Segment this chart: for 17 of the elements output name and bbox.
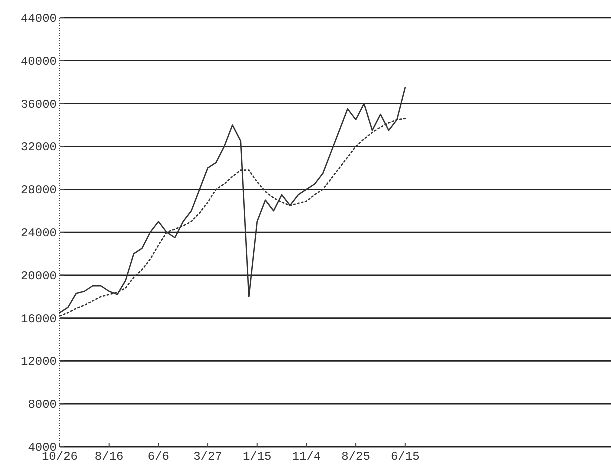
y-tick-label: 20000 [20, 269, 57, 284]
x-tick-label: 1/15 [242, 450, 272, 464]
y-tick-label: 28000 [20, 184, 57, 198]
y-tick-label: 44000 [20, 12, 57, 26]
y-tick-label: 12000 [20, 355, 57, 370]
x-tick-label: 11/4 [292, 450, 322, 464]
y-tick-label: 40000 [20, 54, 57, 69]
x-tick-label: 3/27 [194, 450, 222, 464]
y-tick-label: 32000 [20, 140, 57, 155]
y-tick-label: 36000 [20, 98, 57, 112]
x-tick-label: 8/25 [342, 450, 370, 464]
x-tick-label: 6/6 [148, 450, 170, 464]
y-tick-label: 24000 [20, 226, 57, 240]
x-tick-label: 8/16 [94, 450, 124, 464]
y-tick-label: 16000 [20, 312, 57, 326]
x-tick-label: 6/15 [390, 450, 420, 464]
y-tick-label: 8000 [28, 398, 57, 412]
